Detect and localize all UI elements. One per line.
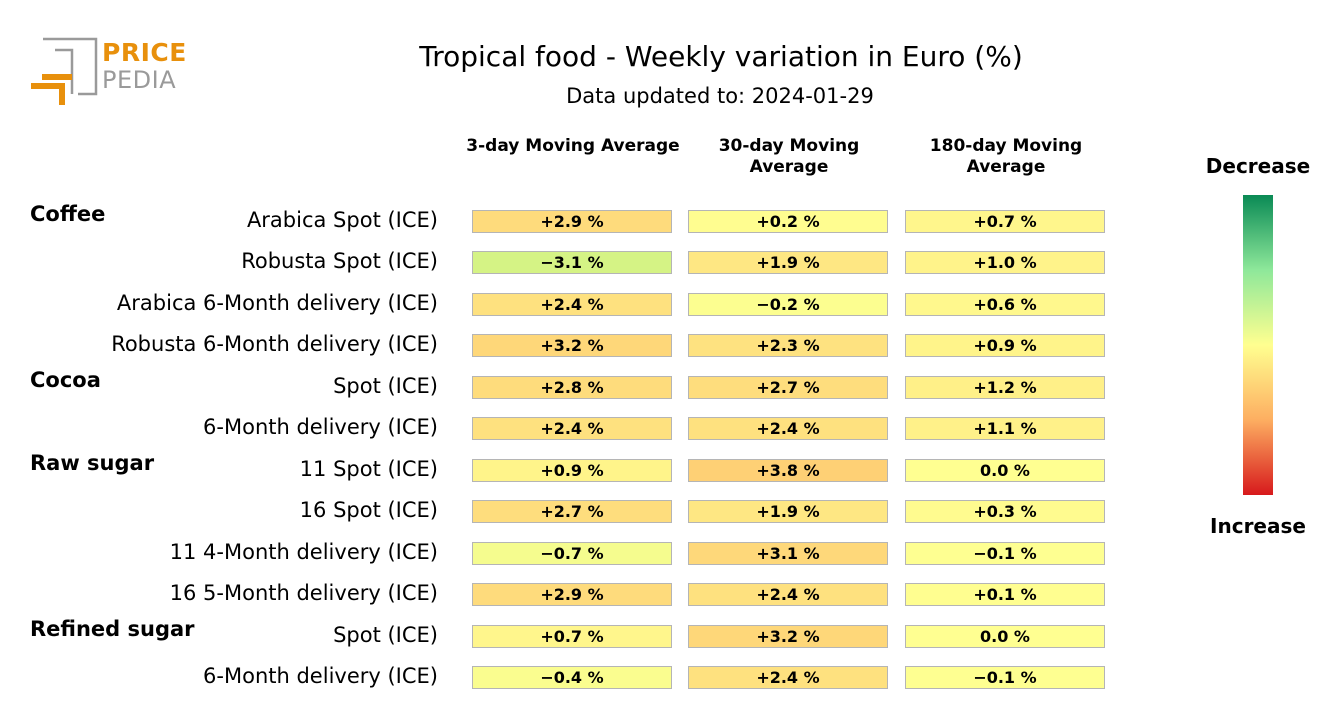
heatmap-cell: +0.2 %	[688, 210, 888, 233]
legend-color-scale	[1243, 195, 1273, 495]
heatmap-cell: +0.7 %	[472, 624, 672, 648]
row-label: 16 Spot (ICE)	[299, 498, 438, 523]
heatmap-cell: +0.3 %	[905, 500, 1105, 524]
group-label: Refined sugar	[30, 616, 195, 641]
legend-decrease-label: Decrease	[1205, 154, 1311, 178]
logo-word-pedia: PEDIA	[102, 66, 177, 94]
heatmap-cell: +2.4 %	[472, 292, 672, 316]
heatmap-cell: +0.9 %	[905, 334, 1105, 358]
heatmap-cell: +2.4 %	[688, 583, 888, 607]
pricepedia-logo: PRICE PEDIA	[28, 36, 188, 111]
row-label: Robusta 6-Month delivery (ICE)	[111, 332, 438, 357]
heatmap-cell: +3.8 %	[688, 458, 888, 482]
row-label: Robusta Spot (ICE)	[241, 249, 438, 274]
heatmap-cell: −0.1 %	[905, 665, 1105, 689]
heatmap-cell: −0.1 %	[905, 541, 1105, 565]
group-label: Cocoa	[30, 367, 101, 392]
heatmap-cell: −0.4 %	[472, 665, 672, 689]
heatmap-cell: +2.4 %	[472, 417, 672, 441]
chart-subtitle: Data updated to: 2024-01-29	[566, 84, 874, 108]
heatmap-cell: +3.2 %	[472, 334, 672, 358]
heatmap-cell: +1.2 %	[905, 375, 1105, 399]
group-label: Raw sugar	[30, 450, 155, 475]
row-label: 16 5-Month delivery (ICE)	[169, 581, 438, 606]
heatmap-cell: 0.0 %	[905, 624, 1105, 648]
logo-word-price: PRICE	[102, 38, 187, 67]
legend-increase-label: Increase	[1210, 514, 1306, 538]
heatmap-cell: +2.9 %	[472, 210, 672, 233]
heatmap-cell: +1.9 %	[688, 500, 888, 524]
group-label: Coffee	[30, 202, 106, 226]
heatmap-cell: +2.8 %	[472, 375, 672, 399]
row-label: Spot (ICE)	[333, 622, 438, 647]
heatmap-cell: +1.0 %	[905, 251, 1105, 275]
row-label: 11 4-Month delivery (ICE)	[169, 539, 438, 564]
heatmap-cell: −0.7 %	[472, 541, 672, 565]
row-label: Arabica Spot (ICE)	[246, 208, 438, 232]
heatmap-cell: −3.1 %	[472, 251, 672, 275]
row-label: Arabica 6-Month delivery (ICE)	[116, 290, 438, 315]
row-label: 6-Month delivery (ICE)	[203, 663, 438, 688]
heatmap-cell: +2.4 %	[688, 417, 888, 441]
heatmap-cell: +1.9 %	[688, 251, 888, 275]
heatmap-cell: +0.6 %	[905, 292, 1105, 316]
heatmap-cell: +1.1 %	[905, 417, 1105, 441]
heatmap-cell: +2.7 %	[688, 375, 888, 399]
heatmap-cell: +2.4 %	[688, 665, 888, 689]
row-label: 11 Spot (ICE)	[299, 456, 438, 481]
heatmap-cell: +2.9 %	[472, 583, 672, 607]
column-header-2: 30-day Moving Average	[718, 136, 860, 177]
logo-mark-icon	[31, 37, 98, 105]
heatmap-cell: −0.2 %	[688, 292, 888, 316]
chart-title: Tropical food - Weekly variation in Euro…	[419, 40, 1023, 73]
row-label: 6-Month delivery (ICE)	[203, 415, 438, 440]
heatmap-cell: 0.0 %	[905, 458, 1105, 482]
heatmap-cell: +3.1 %	[688, 541, 888, 565]
row-label: Spot (ICE)	[333, 373, 438, 398]
heatmap-cell: +3.2 %	[688, 624, 888, 648]
heatmap-cell: +2.3 %	[688, 334, 888, 358]
heatmap-cell: +0.7 %	[905, 210, 1105, 233]
heatmap-cell: +0.1 %	[905, 583, 1105, 607]
heatmap-cell: +0.9 %	[472, 458, 672, 482]
heatmap-cell: +2.7 %	[472, 500, 672, 524]
column-header-1: 3-day Moving Average	[466, 136, 680, 156]
column-header-3: 180-day Moving Average	[929, 136, 1083, 177]
